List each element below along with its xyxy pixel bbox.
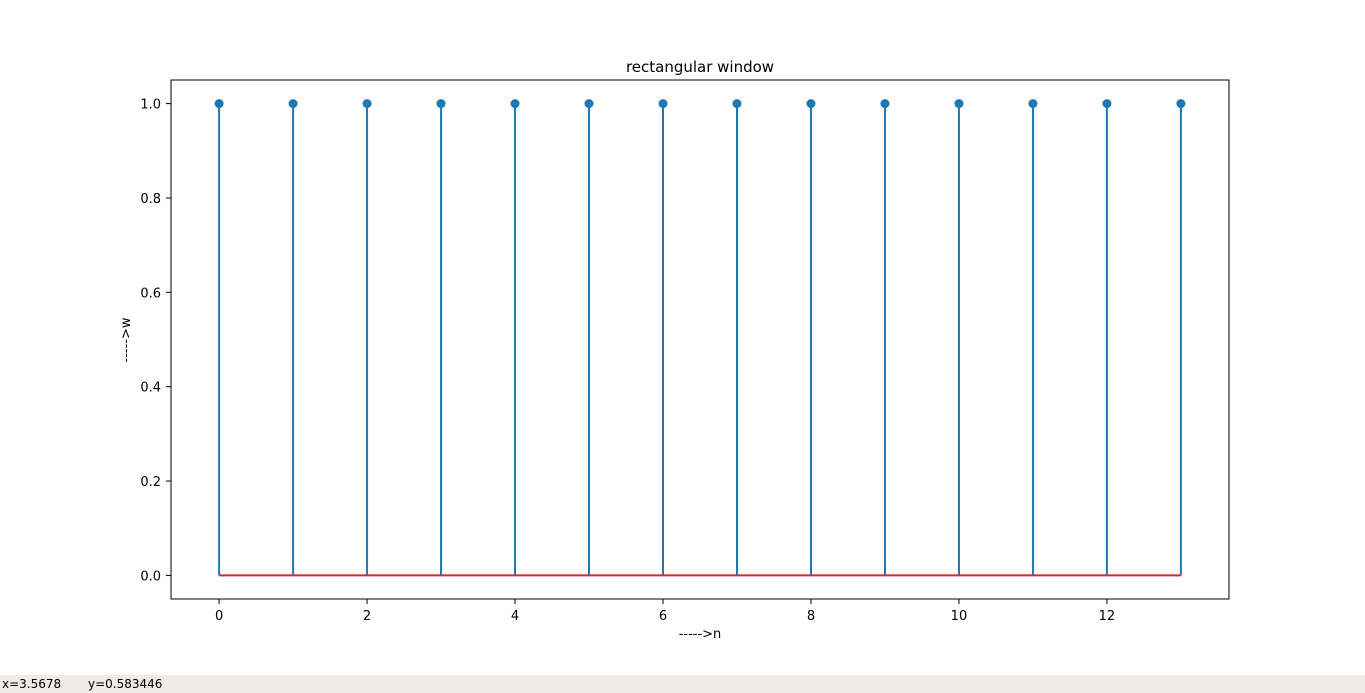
y-tick-label: 0.8 — [140, 192, 161, 207]
x-tick-label: 2 — [363, 609, 371, 624]
stem-marker — [510, 99, 520, 109]
x-tick-label: 4 — [511, 609, 519, 624]
y-tick-label: 0.2 — [140, 475, 161, 490]
x-tick-label: 6 — [659, 609, 667, 624]
x-axis-label: ----->n — [679, 627, 722, 642]
x-tick-label: 10 — [951, 609, 968, 624]
y-tick-label: 1.0 — [140, 98, 161, 113]
y-tick-label: 0.4 — [140, 381, 161, 396]
stem-marker — [1102, 99, 1112, 109]
chart-plot: rectangular window 0 2 4 6 8 10 12 0.00.20.40.… — [119, 58, 1230, 642]
x-tick-label: 8 — [807, 609, 815, 624]
y-axis: 0.0 0.2 0.4 0.6 0.8 1.0 — [140, 98, 171, 584]
y-tick-label: 0.0 — [140, 569, 161, 584]
x-tick-label: 0 — [215, 609, 223, 624]
stem-marker — [1176, 99, 1186, 109]
chart-title: rectangular window — [626, 58, 774, 76]
stem-marker — [214, 99, 224, 109]
stem-marker — [362, 99, 372, 109]
stem-marker — [658, 99, 668, 109]
x-axis: 0 2 4 6 8 10 12 — [215, 599, 1115, 624]
cursor-x-readout: x=3.5678 — [2, 677, 62, 691]
axes-frame — [170, 79, 1230, 600]
stem-marker — [1028, 99, 1038, 109]
x-tick-label: 12 — [1099, 609, 1116, 624]
y-axis-label: ----->w — [119, 317, 134, 362]
plot-content — [214, 99, 1186, 577]
stem-marker — [954, 99, 964, 109]
figure: rectangular window 0 2 4 6 8 10 12 0.0 0.2 0.4 0.… — [119, 58, 1230, 642]
status-bar: x=3.5678 y=0.583446 — [0, 675, 1365, 693]
stem-marker — [806, 99, 816, 109]
cursor-y-readout: y=0.583446 — [88, 677, 163, 691]
stem-marker — [436, 99, 446, 109]
stem-marker — [584, 99, 594, 109]
stem-marker — [288, 99, 298, 109]
stem-marker — [732, 99, 742, 109]
stem-marker — [880, 99, 890, 109]
y-tick-label: 0.6 — [140, 286, 161, 301]
